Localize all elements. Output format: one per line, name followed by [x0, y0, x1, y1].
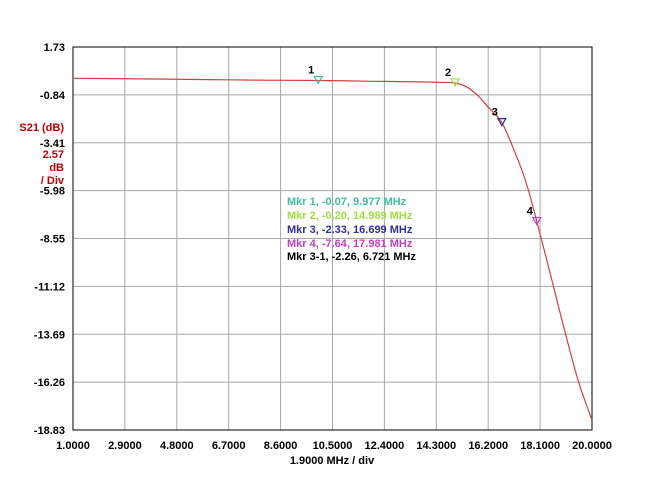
marker-1-triangle [313, 75, 324, 85]
x-tick-label: 12.4000 [365, 440, 405, 452]
marker-4-readout: Mkr 4, -7.64, 17.981 MHz [287, 238, 413, 250]
y-tick-label: -18.83 [34, 425, 65, 437]
y-axis-label-line-2: 2.57 [43, 149, 64, 161]
x-tick-label: 10.5000 [313, 440, 353, 452]
s21-trace [72, 77, 593, 421]
marker-3-triangle [496, 118, 507, 127]
y-tick-label: 1.73 [44, 42, 65, 54]
y-axis-label-line-1: S21 (dB) [19, 122, 64, 134]
x-axis-label: 1.9000 MHz / div [290, 455, 375, 467]
y-tick-label: -16.26 [34, 377, 65, 389]
x-tick-label: 18.1000 [520, 440, 560, 452]
x-tick-label: 1.0000 [56, 440, 90, 452]
x-tick-label: 8.6000 [264, 440, 298, 452]
marker-2-number: 2 [445, 67, 451, 79]
markers: 1 2 3 4 [308, 65, 542, 226]
marker-4-triangle [531, 216, 542, 226]
x-tick-labels: 1.0000 2.9000 4.8000 6.7000 8.6000 10.5000 12.… [56, 440, 612, 452]
y-tick-label: -0.84 [40, 90, 66, 102]
y-tick-label: -13.69 [34, 329, 65, 341]
marker-3-readout: Mkr 3, -2.33, 16.699 MHz [287, 224, 413, 236]
marker-2-triangle [450, 78, 461, 88]
marker-1-number: 1 [308, 65, 314, 77]
y-tick-label: -5.98 [40, 186, 65, 198]
y-axis-label-line-4: / Div [41, 175, 65, 187]
x-tick-label: 14.3000 [416, 440, 456, 452]
marker-1-readout: Mkr 1, -0.07, 9.977 MHz [287, 196, 407, 208]
grid [73, 47, 592, 430]
x-tick-label: 16.2000 [468, 440, 508, 452]
x-tick-label: 4.8000 [160, 440, 194, 452]
y-tick-labels: 1.73 -0.84 -3.41 -5.98 -8.55 -11.12 -13.69 -16.… [34, 42, 66, 437]
y-tick-label: -8.55 [40, 234, 65, 246]
marker-readout: Mkr 1, -0.07, 9.977 MHz Mkr 2, -0.20, 14… [287, 196, 417, 263]
x-tick-label: 20.0000 [572, 440, 612, 452]
y-axis-label-line-3: dB [49, 162, 64, 174]
marker-3-number: 3 [492, 107, 498, 119]
y-tick-label: -11.12 [34, 281, 65, 293]
marker-2-readout: Mkr 2, -0.20, 14.989 MHz [287, 210, 413, 222]
y-tick-label: -3.41 [40, 138, 65, 150]
delta-marker-readout: Mkr 3-1, -2.26, 6.721 MHz [287, 251, 417, 263]
x-tick-label: 2.9000 [108, 440, 142, 452]
x-tick-label: 6.7000 [212, 440, 246, 452]
marker-4-number: 4 [527, 206, 534, 218]
plot-frame [72, 46, 593, 431]
